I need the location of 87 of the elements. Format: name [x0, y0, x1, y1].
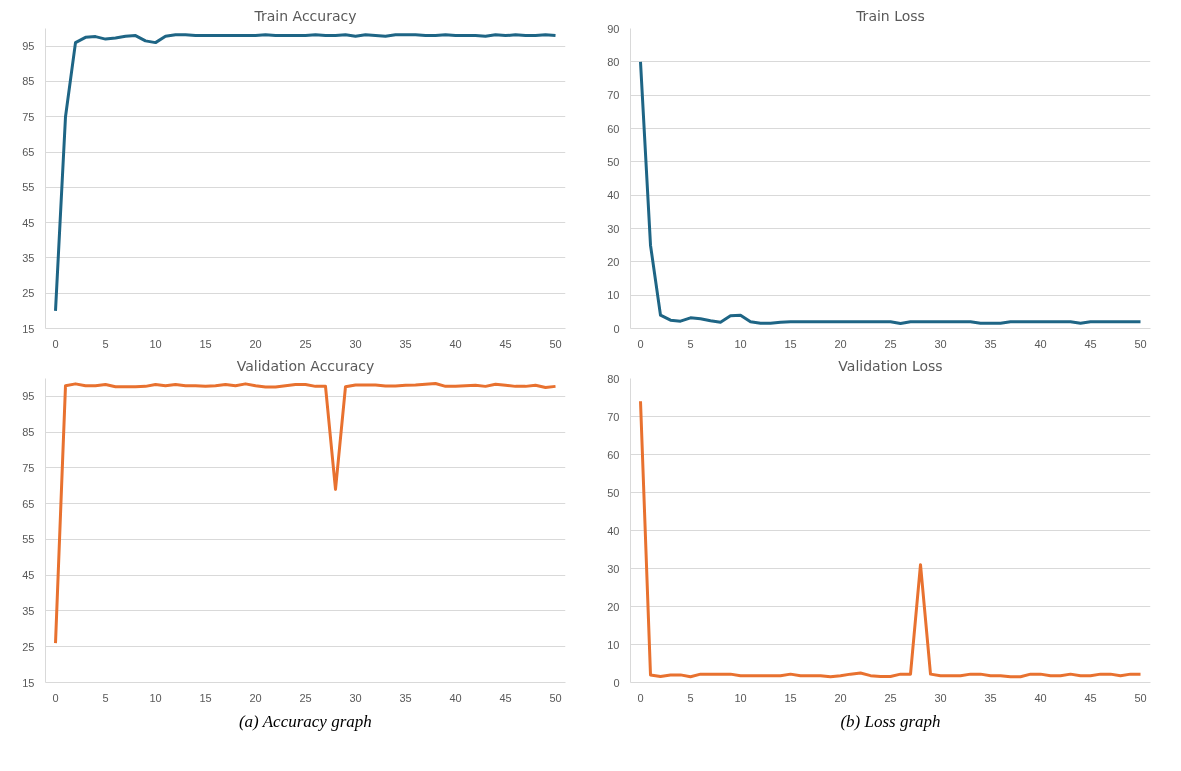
- x-tick-label: 15: [784, 337, 797, 350]
- y-tick-label: 20: [607, 255, 620, 268]
- y-tick-label: 70: [607, 89, 620, 102]
- x-tick-label: 50: [1134, 337, 1147, 350]
- x-tick-label: 45: [1084, 691, 1097, 704]
- y-tick-label: 20: [607, 600, 620, 613]
- y-tick-label: 90: [607, 22, 620, 35]
- y-tick-label: 60: [607, 448, 620, 461]
- x-tick-label: 35: [984, 691, 997, 704]
- x-tick-label: 10: [149, 337, 162, 350]
- x-tick-label: 0: [637, 337, 644, 350]
- y-tick-label: 30: [607, 562, 620, 575]
- y-tick-label: 10: [607, 638, 620, 651]
- x-tick-label: 25: [299, 337, 312, 350]
- y-tick-label: 70: [607, 410, 620, 423]
- y-tick-label: 0: [613, 322, 620, 335]
- x-tick-label: 20: [834, 691, 847, 704]
- y-tick-label: 85: [22, 75, 35, 88]
- x-tick-label: 50: [1134, 691, 1147, 704]
- x-tick-label: 20: [249, 691, 262, 704]
- x-tick-label: 5: [102, 691, 109, 704]
- x-tick-label: 25: [299, 691, 312, 704]
- x-tick-label: 35: [399, 337, 412, 350]
- chart-title: Validation Accuracy: [236, 357, 375, 374]
- x-tick-label: 10: [149, 691, 162, 704]
- chart-title: Train Loss: [855, 7, 925, 24]
- text: (a) Accuracy graph: [238, 711, 372, 731]
- y-tick-label: 85: [22, 426, 35, 439]
- x-tick-label: 20: [249, 337, 262, 350]
- x-tick-label: 0: [52, 337, 59, 350]
- y-tick-label: 75: [22, 461, 35, 474]
- y-tick-label: 25: [22, 287, 35, 300]
- x-tick-label: 5: [102, 337, 109, 350]
- x-tick-label: 40: [1034, 691, 1047, 704]
- x-tick-label: 30: [934, 337, 947, 350]
- x-tick-label: 30: [349, 691, 362, 704]
- x-tick-label: 10: [734, 691, 747, 704]
- x-tick-label: 40: [1034, 337, 1047, 350]
- x-tick-label: 45: [499, 691, 512, 704]
- text: (b) Loss graph: [840, 711, 941, 731]
- y-tick-label: 0: [613, 676, 620, 689]
- x-tick-label: 30: [349, 337, 362, 350]
- chart-title: Validation Loss: [838, 357, 943, 374]
- x-tick-label: 5: [687, 337, 694, 350]
- x-tick-label: 25: [884, 337, 897, 350]
- x-tick-label: 50: [549, 337, 562, 350]
- chart-title: Train Accuracy: [253, 7, 357, 24]
- x-tick-label: 5: [687, 691, 694, 704]
- x-tick-label: 30: [934, 691, 947, 704]
- x-tick-label: 20: [834, 337, 847, 350]
- y-tick-label: 35: [22, 251, 35, 264]
- y-tick-label: 65: [22, 497, 35, 510]
- y-tick-label: 15: [22, 676, 35, 689]
- y-tick-label: 55: [22, 181, 35, 194]
- x-tick-label: 25: [884, 691, 897, 704]
- y-tick-label: 95: [22, 40, 35, 53]
- y-tick-label: 60: [607, 122, 620, 135]
- x-tick-label: 50: [549, 691, 562, 704]
- y-tick-label: 80: [607, 55, 620, 68]
- x-tick-label: 15: [199, 691, 212, 704]
- y-tick-label: 25: [22, 640, 35, 653]
- y-tick-label: 55: [22, 533, 35, 546]
- y-tick-label: 50: [607, 486, 620, 499]
- y-tick-label: 40: [607, 524, 620, 537]
- y-tick-label: 95: [22, 390, 35, 403]
- y-tick-label: 10: [607, 289, 620, 302]
- x-tick-label: 15: [784, 691, 797, 704]
- x-tick-label: 10: [734, 337, 747, 350]
- y-tick-label: 30: [607, 222, 620, 235]
- x-tick-label: 0: [637, 691, 644, 704]
- y-tick-label: 50: [607, 155, 620, 168]
- x-tick-label: 0: [52, 691, 59, 704]
- x-tick-label: 45: [499, 337, 512, 350]
- y-tick-label: 65: [22, 146, 35, 159]
- y-tick-label: 45: [22, 216, 35, 229]
- y-tick-label: 75: [22, 110, 35, 123]
- y-tick-label: 40: [607, 189, 620, 202]
- y-tick-label: 15: [22, 322, 35, 335]
- y-tick-label: 35: [22, 604, 35, 617]
- x-tick-label: 40: [449, 337, 462, 350]
- x-tick-label: 35: [399, 691, 412, 704]
- y-tick-label: 80: [607, 372, 620, 385]
- x-tick-label: 45: [1084, 337, 1097, 350]
- x-tick-label: 15: [199, 337, 212, 350]
- y-tick-label: 45: [22, 569, 35, 582]
- x-tick-label: 35: [984, 337, 997, 350]
- x-tick-label: 40: [449, 691, 462, 704]
